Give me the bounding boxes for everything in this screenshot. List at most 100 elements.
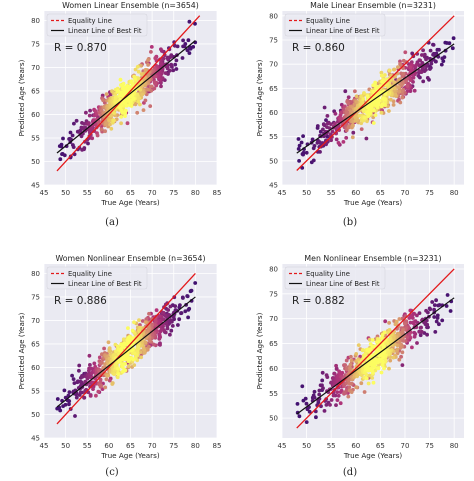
data-point (428, 67, 432, 71)
data-point (349, 390, 354, 394)
x-tick-label: 45 (40, 189, 49, 197)
data-point (123, 114, 127, 118)
data-point (329, 138, 333, 143)
data-point (77, 368, 81, 373)
data-point (371, 380, 376, 385)
data-point (108, 122, 112, 127)
data-point (119, 347, 124, 351)
data-point (365, 119, 369, 124)
data-point (159, 84, 163, 89)
data-point (379, 370, 384, 375)
data-point (94, 393, 98, 398)
data-point (382, 366, 386, 371)
data-point (63, 402, 68, 407)
data-point (149, 88, 154, 93)
data-point (379, 104, 384, 109)
legend-label-equality: Equality Line (306, 17, 350, 25)
data-point (359, 94, 363, 99)
data-point (109, 113, 114, 118)
data-point (142, 350, 147, 355)
data-point (361, 97, 366, 101)
panel-1: 45 50 55 60 65 70 75 80 85 45 50 55 60 65 70 75 80 Equali… (17, 1, 221, 228)
data-point (371, 121, 376, 125)
y-tick-label: 80 (31, 270, 40, 278)
legend-label-fit: Linear Line of Best Fit (68, 280, 142, 288)
data-point (171, 68, 176, 73)
data-point (335, 398, 340, 402)
legend-box (46, 266, 148, 290)
data-point (181, 38, 186, 43)
y-tick-label: 55 (269, 133, 278, 141)
data-point (153, 56, 158, 61)
data-point (329, 122, 333, 126)
data-point (153, 81, 158, 86)
data-point (122, 367, 127, 372)
data-point (112, 111, 117, 115)
legend-label-fit: Linear Line of Best Fit (306, 27, 380, 35)
data-point (444, 304, 449, 308)
y-tick-label: 80 (269, 265, 278, 273)
data-point (186, 38, 191, 43)
data-point (189, 288, 194, 293)
data-point (126, 326, 130, 330)
data-point (332, 371, 337, 376)
data-point (424, 57, 428, 62)
data-point (353, 119, 358, 123)
data-point (370, 344, 375, 349)
data-point (325, 121, 330, 126)
data-point (370, 102, 375, 107)
data-point (153, 322, 157, 327)
x-axis-label: True Age (Years) (100, 451, 159, 460)
data-point (430, 300, 435, 304)
data-point (391, 355, 396, 360)
data-point (437, 322, 441, 327)
data-point (398, 100, 403, 105)
data-point (72, 381, 77, 385)
data-point (435, 316, 440, 320)
data-point (387, 68, 392, 73)
data-point (387, 366, 391, 371)
x-tick-label: 80 (191, 442, 200, 450)
y-tick-label: 50 (31, 158, 40, 166)
data-point (349, 358, 354, 363)
data-point (401, 58, 406, 63)
data-point (169, 328, 174, 333)
data-point (362, 91, 366, 95)
data-point (163, 71, 168, 75)
data-point (439, 62, 444, 67)
data-point (173, 304, 178, 308)
data-point (328, 403, 332, 407)
data-point (339, 116, 343, 121)
legend-label-fit: Linear Line of Best Fit (306, 280, 380, 288)
x-tick-label: 45 (278, 189, 287, 197)
data-point (185, 48, 190, 53)
data-point (307, 409, 312, 414)
x-tick-label: 55 (327, 442, 336, 450)
data-point (79, 380, 84, 385)
data-point (350, 135, 355, 140)
data-point (400, 363, 405, 367)
data-point (193, 281, 198, 285)
data-point (128, 103, 133, 107)
data-point (401, 339, 406, 343)
data-point (347, 381, 352, 386)
data-point (143, 98, 148, 103)
y-axis-label: Predicted Age (Years) (17, 312, 26, 389)
data-point (376, 340, 380, 344)
data-point (360, 348, 365, 352)
equality-line (56, 272, 196, 425)
data-point (181, 296, 185, 300)
x-tick-label: 50 (61, 442, 70, 450)
data-point (98, 377, 103, 382)
data-point (143, 340, 148, 345)
data-point (367, 112, 372, 116)
data-point (115, 344, 120, 349)
data-point (106, 340, 111, 345)
data-point (119, 121, 123, 126)
data-point (396, 65, 400, 69)
y-tick-label: 65 (269, 340, 278, 348)
x-axis-label: True Age (Years) (100, 198, 159, 207)
data-point (157, 337, 162, 341)
data-point (137, 318, 141, 322)
